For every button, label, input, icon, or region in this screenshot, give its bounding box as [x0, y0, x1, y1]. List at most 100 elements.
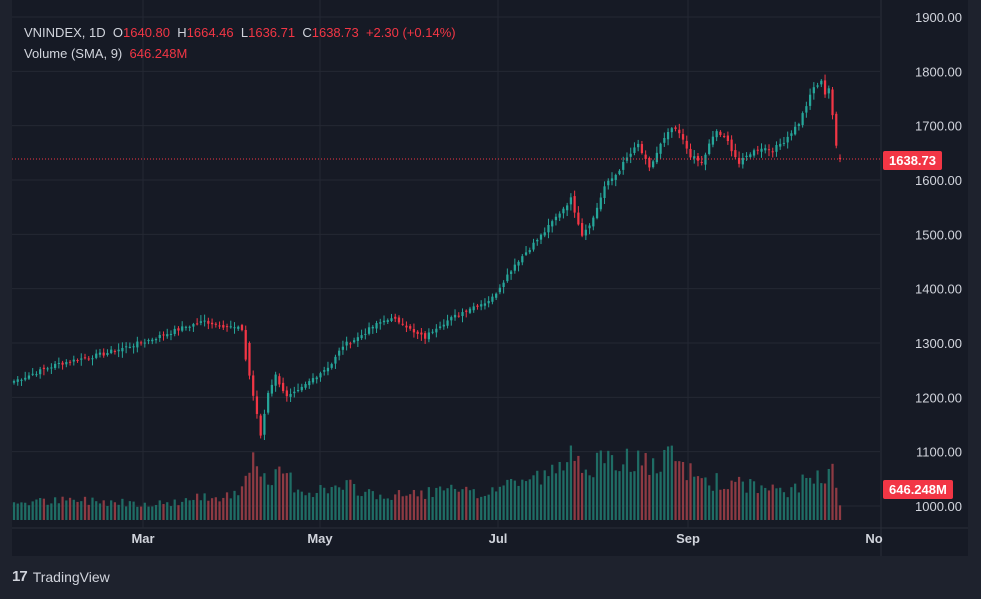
volume-bar: [248, 472, 251, 520]
volume-bar: [528, 479, 531, 520]
candle-body: [42, 367, 46, 370]
ohlc-legend: VNINDEX, 1D O1640.80 H1664.46 L1636.71 C…: [24, 25, 456, 40]
volume-bar: [229, 498, 232, 520]
candle-body: [719, 131, 722, 135]
candlestick-chart[interactable]: 1000.00 1100.00 1200.00 1300.00 1400.00 1500.…: [12, 0, 968, 556]
candle-body: [72, 359, 75, 362]
candle-body: [371, 326, 374, 329]
volume-bar: [270, 485, 274, 520]
candle-body: [674, 127, 677, 129]
symbol-name[interactable]: VNINDEX: [24, 25, 82, 40]
volume-legend[interactable]: Volume (SMA, 9) 646.248M: [24, 46, 187, 61]
candle-body: [442, 324, 445, 327]
candle-body: [386, 320, 389, 322]
candle-body: [173, 328, 176, 334]
candle-body: [349, 343, 352, 345]
volume-bar: [326, 493, 330, 520]
volume-indicator-label[interactable]: Volume (SMA, 9): [24, 46, 123, 61]
candle-body: [760, 148, 763, 152]
volume-bar: [465, 486, 468, 520]
candle-body: [252, 375, 255, 396]
candle-body: [315, 377, 318, 380]
open-value: 1640.80: [123, 25, 171, 40]
volume-bar: [625, 448, 629, 520]
volume-bar: [786, 497, 789, 520]
volume-bar: [794, 483, 797, 520]
volume-bar: [726, 489, 729, 520]
volume-bar: [607, 450, 610, 520]
candle-body: [113, 350, 117, 352]
price-tick-label: 1200.00: [915, 390, 962, 405]
candle-body: [808, 94, 812, 106]
volume-bar: [666, 446, 670, 520]
volume-bar: [128, 501, 131, 520]
price-tick-label: 1500.00: [915, 227, 962, 242]
volume-bar: [420, 490, 423, 520]
volume-bar: [562, 470, 565, 520]
candle-body: [592, 217, 595, 227]
volume-bar: [513, 480, 516, 520]
volume-bar: [524, 481, 528, 520]
volume-bar: [629, 471, 632, 520]
volume-bar: [521, 479, 524, 520]
volume-bar: [756, 493, 759, 520]
candle-body: [143, 342, 146, 344]
candle-body: [98, 352, 102, 355]
volume-bar: [700, 478, 703, 520]
volume-bar: [35, 499, 38, 520]
candle-body: [248, 343, 251, 376]
candle-body: [20, 379, 23, 381]
volume-bar: [405, 495, 408, 520]
footer-branding[interactable]: 17 TradingView: [12, 568, 110, 585]
candle-body: [805, 106, 808, 113]
candle-body: [83, 357, 87, 359]
candle-body: [68, 361, 72, 363]
candle-body: [169, 333, 173, 335]
volume-bar: [98, 503, 102, 520]
volume-bar: [655, 473, 658, 520]
candle-body: [300, 386, 303, 391]
candle-body: [117, 349, 120, 352]
volume-bar: [689, 463, 692, 520]
tradingview-logo-icon: 17: [12, 568, 28, 585]
candle-body: [506, 274, 509, 282]
volume-bar: [218, 501, 221, 520]
volume-bar: [390, 499, 393, 520]
volume-bar: [659, 471, 662, 520]
interval-label[interactable]: 1D: [89, 25, 106, 40]
candle-body: [192, 324, 195, 327]
volume-bar: [57, 503, 60, 520]
volume-bar: [24, 502, 27, 520]
volume-bar: [663, 449, 666, 520]
chart-frame[interactable]: 1000.00 1100.00 1200.00 1300.00 1400.00 1500.…: [12, 0, 968, 556]
candle-body: [637, 143, 640, 148]
volume-bar: [352, 483, 356, 520]
candle-body: [629, 153, 632, 157]
volume-bar: [181, 501, 184, 520]
volume-bar: [487, 494, 490, 520]
candle-body: [566, 205, 569, 211]
volume-bar: [125, 506, 128, 520]
candle-body: [622, 161, 625, 170]
candle-body: [326, 367, 330, 372]
volume-bar: [599, 450, 602, 520]
candle-body: [577, 212, 580, 225]
candle-body: [304, 384, 307, 388]
candle-body: [278, 376, 281, 385]
volume-bar: [416, 496, 419, 520]
volume-bar: [483, 495, 487, 520]
volume-bar: [805, 477, 808, 520]
candle-body: [110, 349, 113, 354]
time-tick-label: No: [865, 531, 882, 546]
volume-bar: [147, 506, 150, 520]
volume-bar: [543, 470, 546, 520]
volume-bar: [27, 505, 31, 520]
volume-bar: [143, 502, 146, 520]
candle-body: [730, 139, 733, 152]
volume-bar: [453, 488, 457, 520]
candle-body: [412, 328, 416, 333]
volume-bar: [154, 504, 158, 520]
volume-bar: [382, 498, 386, 520]
volume-bar: [719, 489, 722, 520]
volume-bar: [188, 500, 191, 520]
